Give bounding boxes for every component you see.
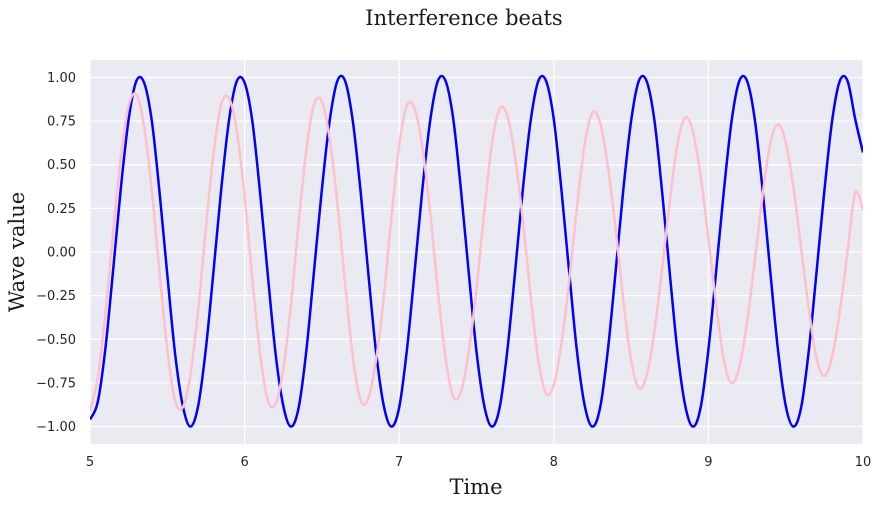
x-tick-label: 5 <box>86 455 94 470</box>
y-tick-label: 0.00 <box>47 246 76 261</box>
y-tick-label: 0.75 <box>47 115 76 130</box>
series-layer <box>90 74 863 428</box>
x-tick-label: 10 <box>855 455 872 470</box>
y-axis-label: Wave value <box>5 192 29 312</box>
chart-title: Interference beats <box>365 6 562 30</box>
y-tick-label: −0.50 <box>36 333 76 348</box>
x-axis-label: Time <box>449 475 502 499</box>
y-tick-label: 0.25 <box>47 202 76 217</box>
y-tick-label: 0.50 <box>47 158 76 173</box>
series-line-blue <box>90 74 863 428</box>
y-tick-label: −0.75 <box>36 376 76 391</box>
series-line-pink <box>90 92 863 412</box>
x-tick-label: 7 <box>395 455 403 470</box>
x-axis-ticks: 5 6 7 8 9 10 <box>86 455 871 470</box>
y-tick-label: 1.00 <box>47 71 76 86</box>
y-axis-ticks: 1.00 0.75 0.50 0.25 0.00 −0.25 −0.50 −0.75 −1.00 <box>36 71 76 435</box>
x-tick-label: 9 <box>704 455 712 470</box>
x-tick-label: 6 <box>240 455 248 470</box>
x-tick-label: 8 <box>550 455 558 470</box>
y-tick-label: −1.00 <box>36 420 76 435</box>
y-tick-label: −0.25 <box>36 289 76 304</box>
